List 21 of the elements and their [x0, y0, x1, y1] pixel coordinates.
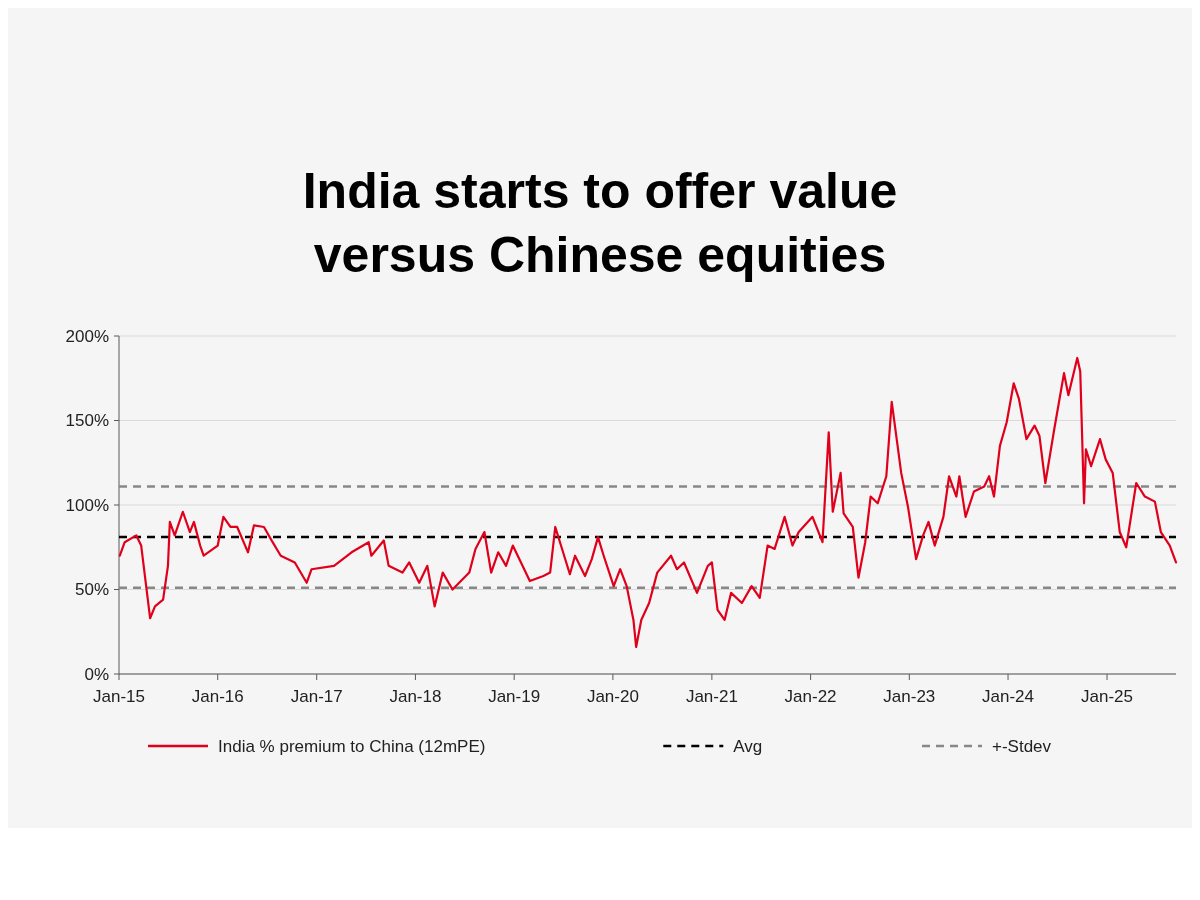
legend-label: +-Stdev — [992, 736, 1052, 756]
y-tick-label: 0% — [84, 664, 109, 684]
y-tick-label: 150% — [65, 411, 109, 431]
x-tick-label: Jan-17 — [290, 687, 343, 706]
line-series — [118, 356, 1178, 649]
x-tick-label: Jan-24 — [982, 687, 1035, 706]
x-tick-label: Jan-19 — [488, 687, 541, 706]
x-tick-label: Jan-25 — [1081, 687, 1134, 706]
x-tick-label: Jan-20 — [586, 687, 639, 706]
x-tick-label: Jan-18 — [389, 687, 442, 706]
x-tick-label: Jan-22 — [784, 687, 837, 706]
legend-label: India % premium to China (12mPE) — [218, 736, 486, 756]
x-tick-label: Jan-21 — [685, 687, 738, 706]
x-tick-label: Jan-16 — [191, 687, 244, 706]
x-tick-label: Jan-15 — [93, 687, 145, 706]
y-tick-label: 100% — [65, 495, 109, 515]
y-tick-label: 200% — [65, 326, 109, 346]
legend-label: Avg — [733, 736, 763, 756]
y-tick-label: 50% — [74, 580, 109, 600]
x-tick-label: Jan-23 — [883, 687, 936, 706]
chart-title: India starts to offer value versus Chinese equities — [302, 163, 898, 283]
